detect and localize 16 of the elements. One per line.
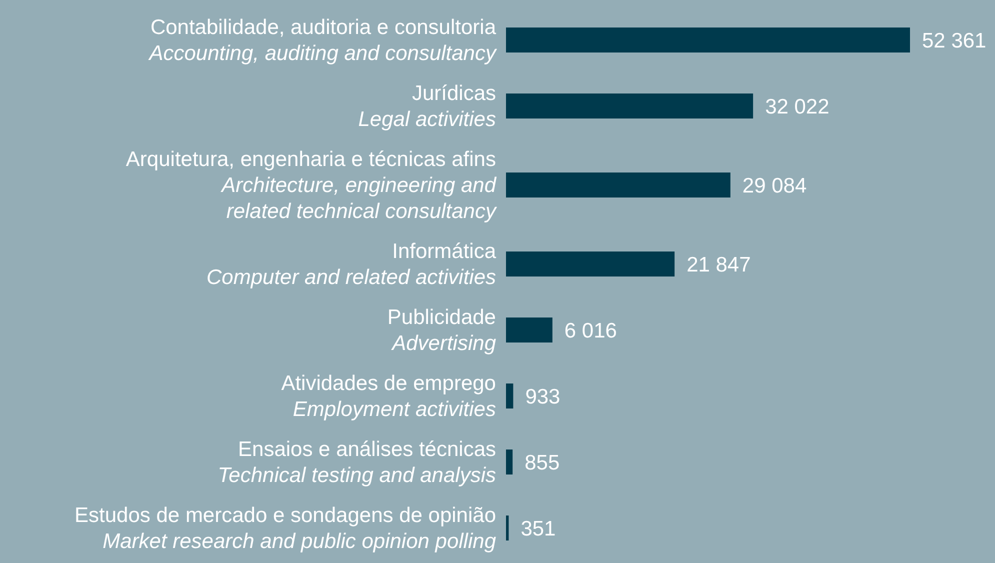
y-tick-label: Informática Computer and related activities [206, 240, 496, 289]
y-tick-label: Contabilidade, auditoria e consultoria Accounting, auditing and consultancy [147, 16, 498, 65]
data-label: 52 361 [922, 29, 986, 52]
data-label: 29 084 [742, 174, 807, 198]
data-label: 6 016 [564, 319, 617, 342]
data-label: 351 [520, 517, 556, 540]
y-tick-label: Estudos de mercado e sondagens de opinião Market research and public opinion polling [74, 504, 496, 553]
data-label: 21 847 [686, 253, 751, 276]
y-tick-label: Jurídicas Legal activities [358, 82, 496, 131]
data-label: 32 022 [765, 95, 830, 118]
y-tick-label: Atividades de emprego Employment activities [281, 372, 496, 421]
y-tick-label: Publicidade Advertising [387, 306, 496, 355]
y-tick-label: Arquitetura, engenharia e técnicas afins Architecture, engineering and related technical consultancy [126, 148, 498, 223]
data-label: 933 [525, 385, 560, 408]
y-tick-label: Ensaios e análises técnicas Technical testing and analysis [218, 438, 496, 487]
data-label: 855 [524, 451, 560, 474]
